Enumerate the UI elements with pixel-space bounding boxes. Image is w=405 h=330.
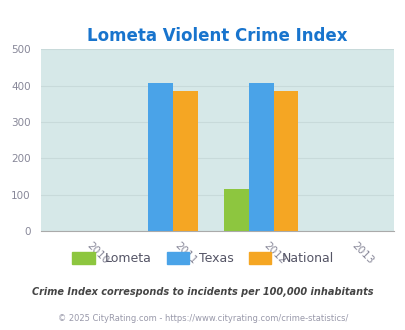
Bar [224, 188, 248, 231]
Legend: Lometa, Texas, National: Lometa, Texas, National [67, 247, 338, 270]
Bar [173, 90, 197, 231]
Bar [148, 83, 173, 231]
Text: Crime Index corresponds to incidents per 100,000 inhabitants: Crime Index corresponds to incidents per… [32, 287, 373, 297]
Title: Lometa Violent Crime Index: Lometa Violent Crime Index [87, 27, 347, 45]
Bar [273, 90, 298, 231]
Text: © 2025 CityRating.com - https://www.cityrating.com/crime-statistics/: © 2025 CityRating.com - https://www.city… [58, 314, 347, 323]
Bar [248, 83, 273, 231]
